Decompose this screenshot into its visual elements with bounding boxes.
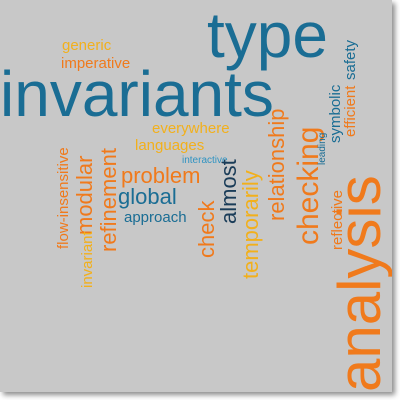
word-check: check	[194, 200, 219, 258]
word-safety: safety	[342, 39, 359, 80]
word-type: type	[207, 0, 328, 71]
word-relationship: relationship	[264, 108, 289, 221]
word-invariant: invariant	[79, 231, 96, 288]
word-efficient: efficient	[342, 85, 359, 137]
word-refinement: refinement	[96, 148, 121, 252]
word-invariants: invariants	[0, 58, 274, 130]
word-modular: modular	[72, 155, 97, 235]
word-leading: leading	[317, 132, 328, 165]
word-imperative: imperative	[61, 55, 131, 72]
word-cloud: type invariants generic imperative every…	[0, 0, 392, 392]
word-symbolic: symbolic	[327, 84, 344, 143]
word-global: global	[118, 184, 177, 209]
word-problem: problem	[121, 163, 201, 188]
word-everywhere: everywhere	[152, 120, 230, 137]
word-interactive: interactive	[182, 155, 228, 166]
word-languages: languages	[135, 137, 205, 154]
word-almost: almost	[216, 159, 241, 224]
word-generic: generic	[62, 37, 112, 54]
word-approach: approach	[124, 209, 187, 226]
word-flow-insensitive: flow-insensitive	[55, 147, 72, 249]
word-reflective: reflective	[329, 189, 346, 250]
word-temporarily: temporarily	[238, 170, 263, 279]
